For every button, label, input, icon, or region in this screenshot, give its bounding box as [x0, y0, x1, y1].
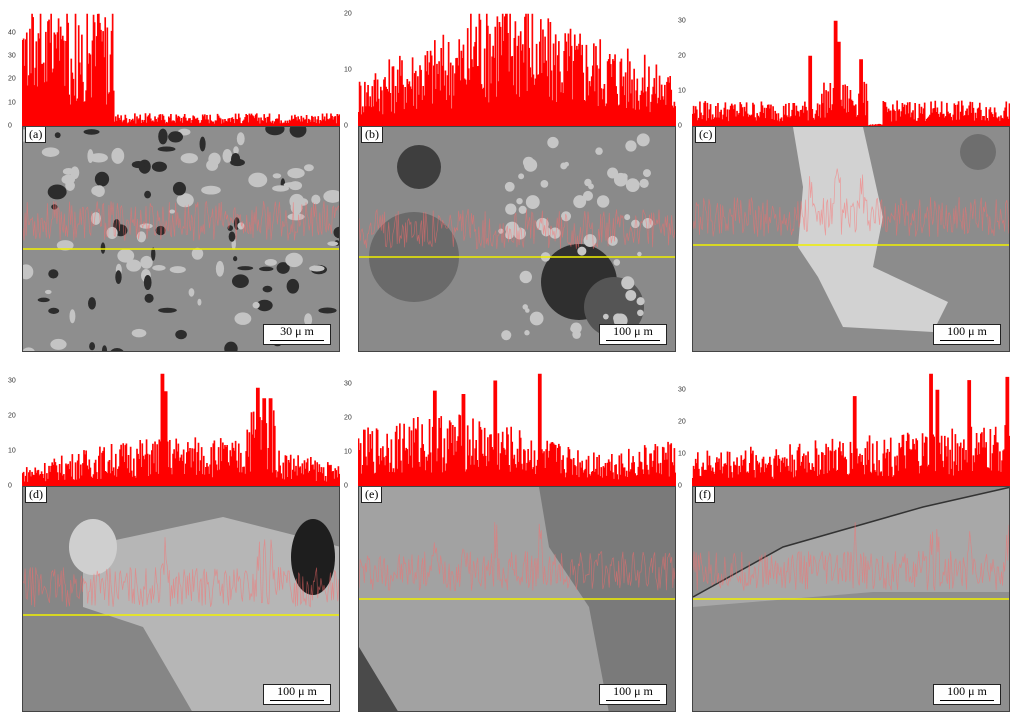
spectrum-bars — [692, 373, 1010, 486]
scan-intensity-trace — [23, 537, 339, 608]
panel-e: 30 20 10 0 (e) 100 μ m — [344, 368, 676, 713]
scale-bar-text: 100 μ m — [613, 684, 653, 698]
y-tick-label: 20 — [678, 52, 686, 60]
line-scan-spectrum — [692, 20, 1010, 126]
y-tick-label: 30 — [678, 17, 686, 25]
y-tick-label: 20 — [678, 418, 686, 426]
scan-intensity-trace — [359, 522, 675, 592]
y-tick-label: 0 — [344, 122, 348, 130]
y-tick-label: 10 — [678, 450, 686, 458]
panel-a: 40 30 20 10 0 (a) 30 μ m — [8, 8, 340, 353]
y-tick-label: 20 — [8, 75, 16, 83]
line-scan-spectrum — [358, 373, 676, 486]
y-tick-label: 20 — [8, 412, 16, 420]
y-tick-label: 30 — [8, 377, 16, 385]
y-tick-label: 20 — [344, 414, 352, 422]
y-tick-label: 0 — [344, 482, 348, 490]
micrograph-image — [359, 127, 675, 351]
scale-bar: 100 μ m — [933, 324, 1001, 345]
panel-label: (f) — [695, 487, 715, 503]
micrograph-image — [693, 127, 1009, 351]
spectrum-bars — [358, 373, 676, 486]
y-tick-label: 10 — [344, 448, 352, 456]
panel-c: 30 20 10 0 (c) 100 μ m — [678, 8, 1010, 353]
spectrum-bars — [22, 13, 340, 126]
y-tick-label: 30 — [678, 386, 686, 394]
scale-bar: 30 μ m — [263, 324, 331, 345]
panel-label: (a) — [25, 127, 47, 143]
scale-bar-text: 100 μ m — [947, 684, 987, 698]
micrograph-image — [693, 487, 1009, 711]
panel-b: 20 10 0 (b) 100 μ m — [344, 8, 676, 353]
y-tick-label: 20 — [344, 10, 352, 18]
line-scan-spectrum — [358, 13, 676, 126]
scan-intensity-trace — [359, 208, 675, 250]
sem-micrograph: (e) 100 μ m — [358, 486, 676, 712]
micrograph-image — [359, 487, 675, 711]
y-tick-label: 30 — [344, 380, 352, 388]
y-tick-label: 30 — [8, 52, 16, 60]
line-scan-spectrum — [22, 373, 340, 486]
scale-bar-text: 30 μ m — [280, 324, 314, 338]
y-tick-label: 10 — [344, 66, 352, 74]
spectrum-bars — [692, 20, 1010, 126]
line-scan-spectrum — [692, 373, 1010, 486]
scale-bar-text: 100 μ m — [277, 684, 317, 698]
sem-micrograph: (a) 30 μ m — [22, 126, 340, 352]
y-tick-label: 0 — [678, 122, 682, 130]
sem-micrograph: (b) 100 μ m — [358, 126, 676, 352]
scan-intensity-trace — [693, 168, 1009, 237]
scan-intensity-trace — [23, 201, 339, 241]
scale-bar-text: 100 μ m — [947, 324, 987, 338]
spectrum-bars — [22, 373, 340, 486]
scale-bar-line — [270, 700, 324, 701]
y-tick-label: 10 — [8, 447, 16, 455]
scale-bar-line — [270, 340, 324, 341]
y-tick-label: 0 — [8, 482, 12, 490]
scale-bar-line — [606, 700, 660, 701]
scale-bar-line — [940, 340, 994, 341]
sem-micrograph: (c) 100 μ m — [692, 126, 1010, 352]
spectrum-bars — [358, 13, 676, 126]
y-tick-label: 0 — [678, 482, 682, 490]
panel-f: 30 20 10 0 (f) 100 μ m — [678, 368, 1010, 713]
scale-bar: 100 μ m — [599, 684, 667, 705]
sem-micrograph: (f) 100 μ m — [692, 486, 1010, 712]
panel-label: (b) — [361, 127, 383, 143]
scale-bar-line — [940, 700, 994, 701]
panel-label: (d) — [25, 487, 47, 503]
panel-label: (c) — [695, 127, 717, 143]
scan-intensity-trace — [693, 522, 1009, 591]
scale-bar: 100 μ m — [933, 684, 1001, 705]
panel-d: 30 20 10 0 (d) 100 μ m — [8, 368, 340, 713]
y-tick-label: 0 — [8, 122, 12, 130]
y-tick-label: 10 — [8, 99, 16, 107]
scale-bar-text: 100 μ m — [613, 324, 653, 338]
scale-bar-line — [606, 340, 660, 341]
panel-label: (e) — [361, 487, 383, 503]
scale-bar: 100 μ m — [599, 324, 667, 345]
line-scan-spectrum — [22, 13, 340, 126]
sem-micrograph: (d) 100 μ m — [22, 486, 340, 712]
y-tick-label: 10 — [678, 87, 686, 95]
scale-bar: 100 μ m — [263, 684, 331, 705]
micrograph-image — [23, 487, 339, 711]
micrograph-image — [23, 127, 339, 351]
y-tick-label: 40 — [8, 29, 16, 37]
